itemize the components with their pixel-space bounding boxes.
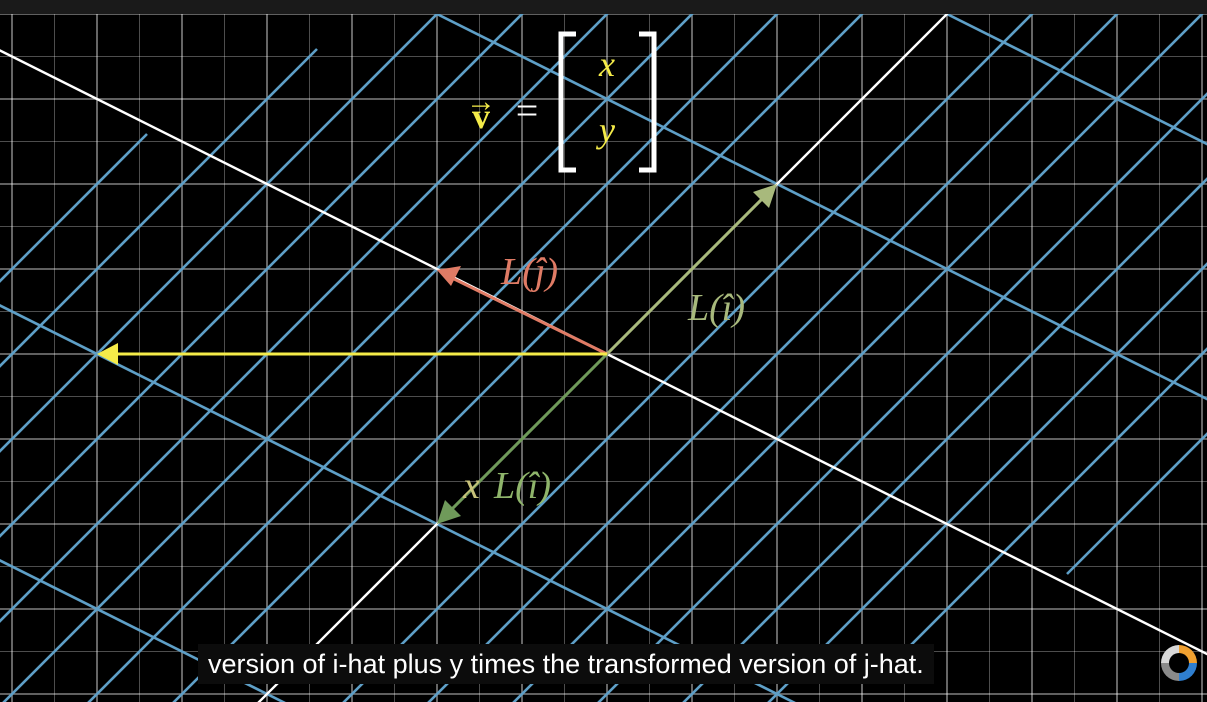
vector-l-j-hat-arrow <box>437 266 608 356</box>
loading-spinner-icon <box>1161 645 1197 681</box>
matrix-entry-y: y <box>596 110 615 150</box>
vector-v-arrow <box>97 343 607 365</box>
vector-x-l-i-hat-arrow <box>437 352 609 524</box>
subtitle-caption: version of i-hat plus y times the transf… <box>198 644 934 684</box>
equals-sign: = <box>516 88 539 133</box>
vector-v-symbol: v <box>472 96 490 136</box>
label-l-j-hat: L(ĵ) <box>500 251 558 293</box>
video-frame: → v = x y L(ĵ) L(î) x L(î) <box>0 14 1207 702</box>
label-x-coefficient: x <box>462 465 480 507</box>
vector-l-i-hat-arrow <box>605 184 777 356</box>
video-top-bar <box>0 0 1207 14</box>
label-l-i-hat: L(î) <box>687 287 745 329</box>
label-x-l-i-hat: L(î) <box>493 465 551 507</box>
vector-equation: → v = x y <box>466 31 657 173</box>
right-bracket <box>639 31 657 173</box>
matrix-entry-x: x <box>598 44 615 84</box>
vector-arrow-symbol: → <box>466 85 496 118</box>
left-bracket <box>558 31 576 173</box>
